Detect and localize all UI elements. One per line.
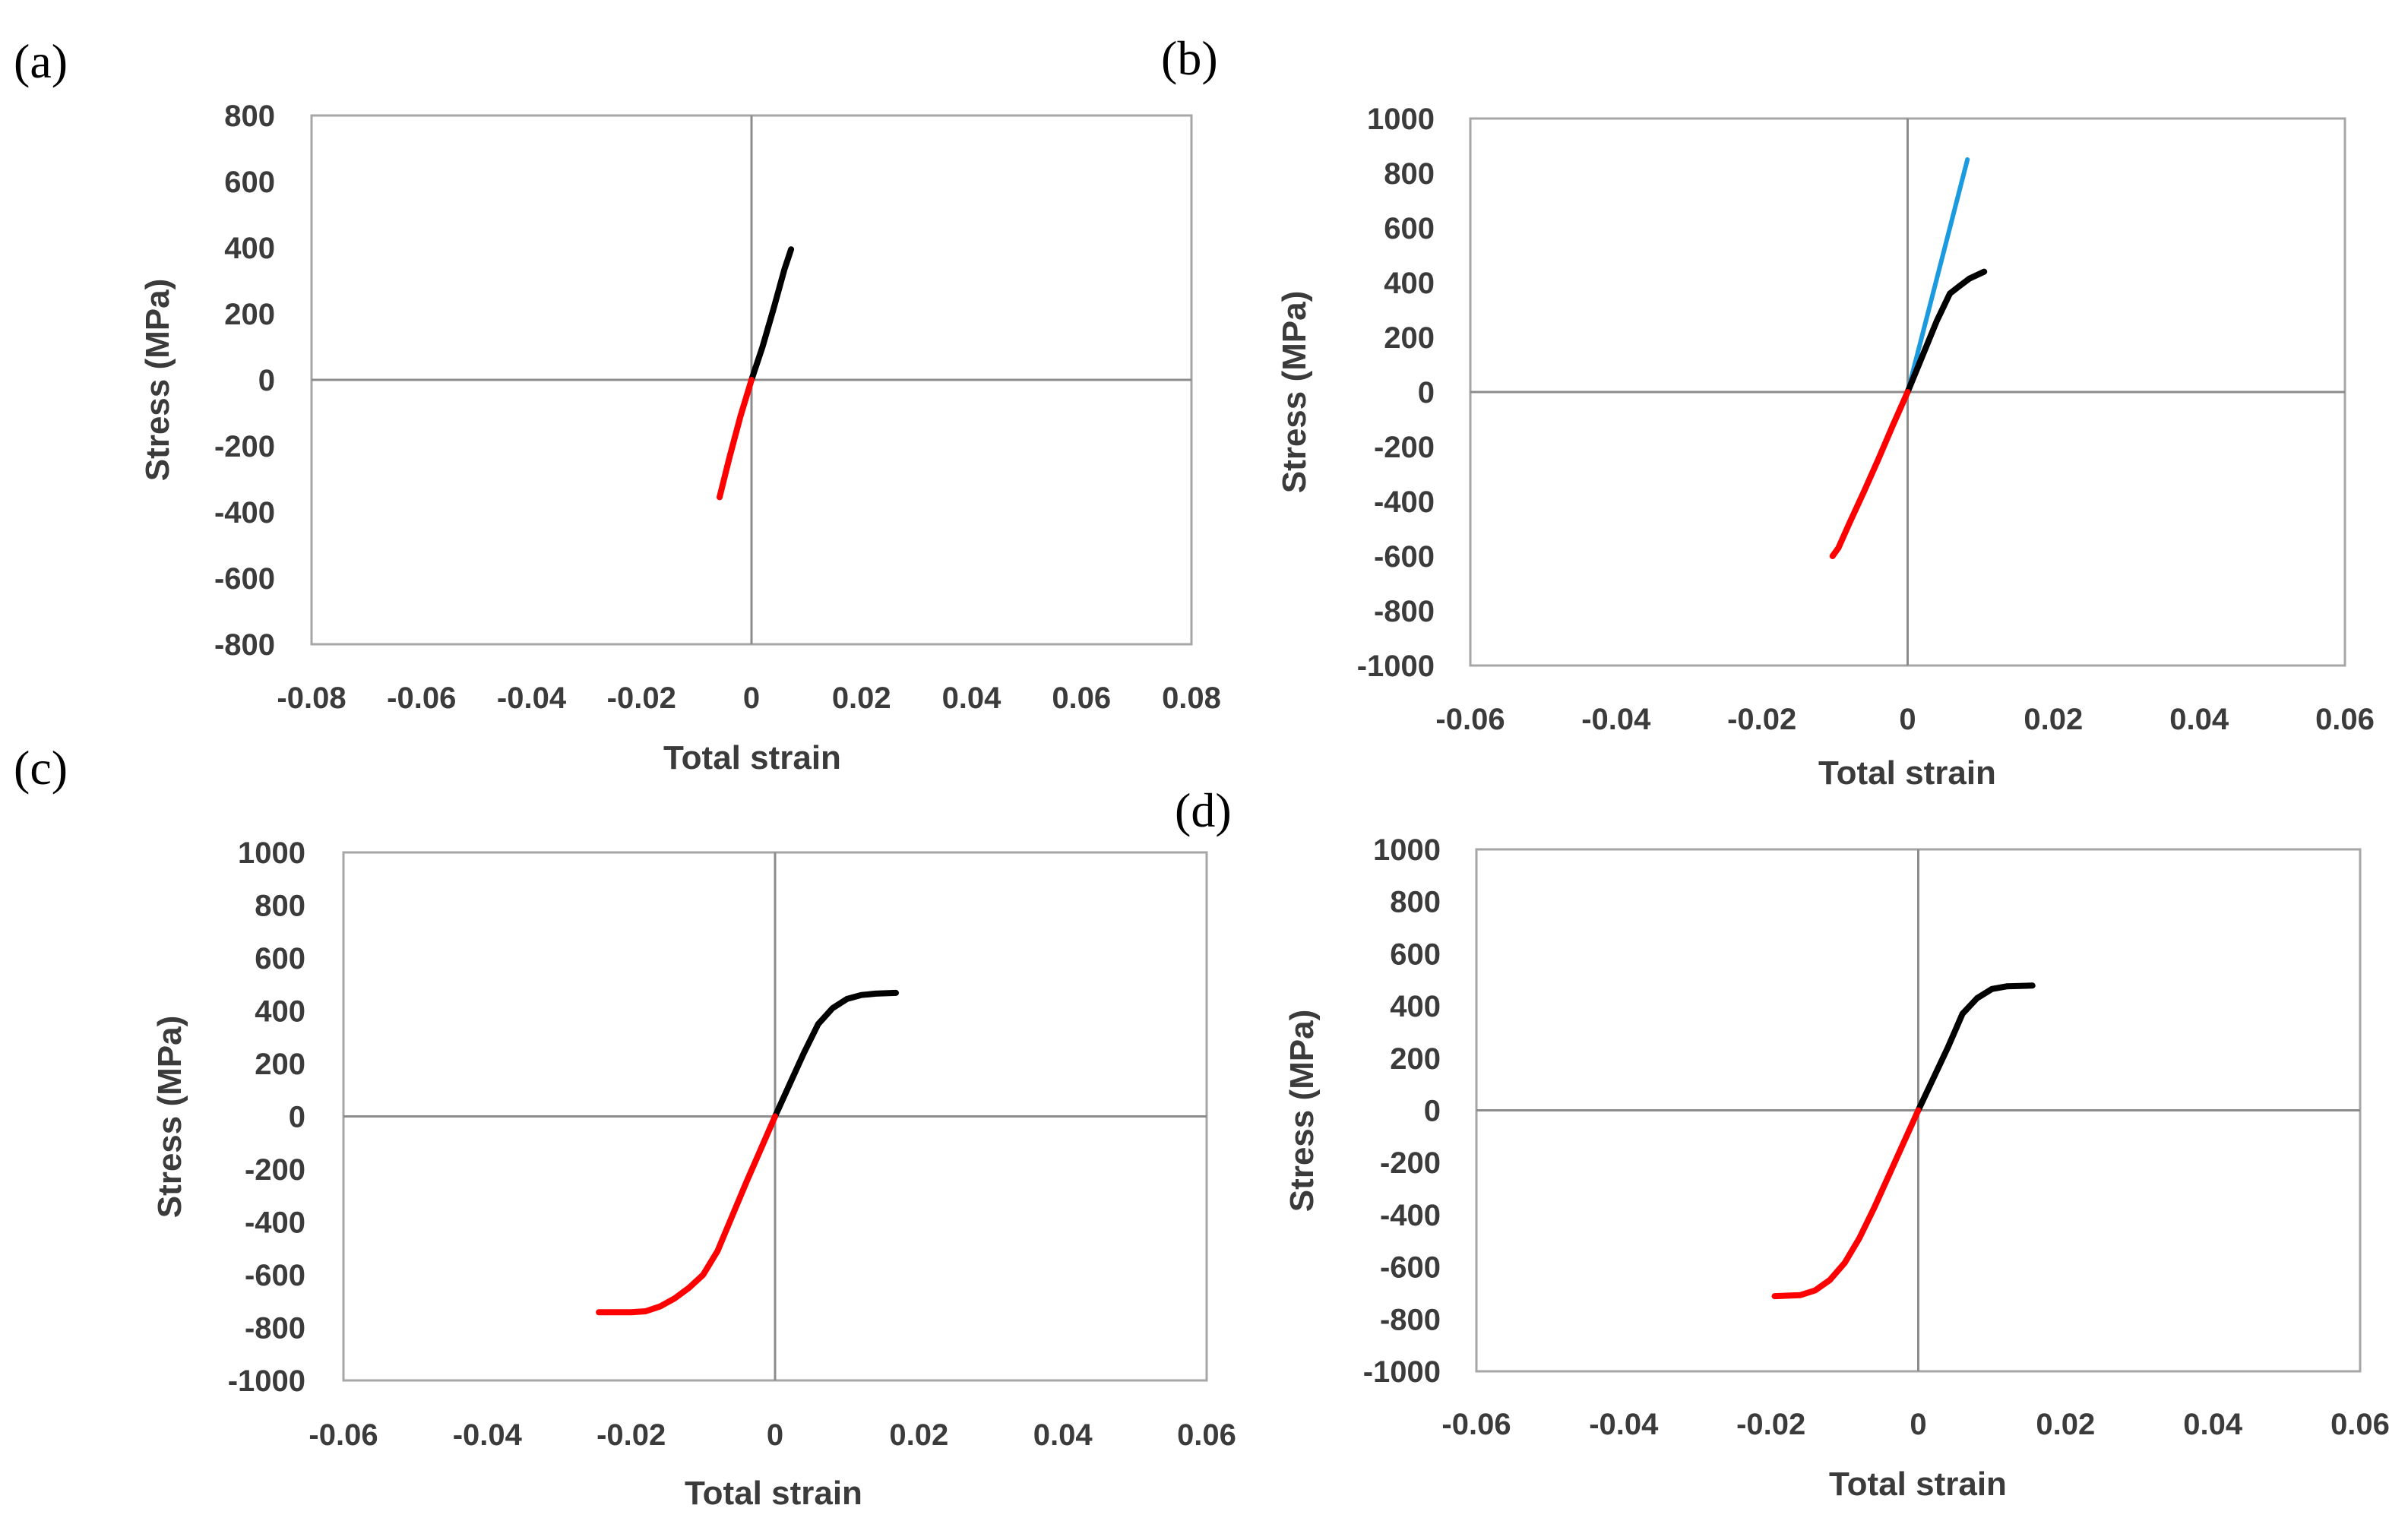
x-tick-label: -0.08 [277, 681, 346, 715]
y-axis-title: Stress (MPa) [1283, 1010, 1321, 1213]
panel-label: (d) [1175, 783, 1232, 837]
y-tick-label: 0 [1418, 376, 1435, 409]
y-tick-label: 200 [224, 298, 275, 331]
x-tick-label: 0.06 [1052, 681, 1111, 715]
x-tick-label: 0.08 [1162, 681, 1221, 715]
series-elastic-line [1905, 157, 1970, 394]
x-tick-label: 0 [743, 681, 760, 715]
series-tension-line [1904, 268, 1988, 395]
y-tick-label: 200 [1384, 321, 1435, 355]
series-tension-line [1915, 982, 2036, 1114]
x-tick-label: 0.04 [942, 681, 1002, 715]
y-tick-label: 800 [255, 890, 305, 923]
y-tick-label: 600 [224, 166, 275, 199]
y-tick-label: 1000 [1367, 103, 1435, 136]
x-tick-label: 0.04 [2169, 703, 2229, 736]
x-axis-title: Total strain [685, 1475, 862, 1512]
x-axis-title: Total strain [1818, 754, 1996, 792]
y-tick-label: 800 [1390, 886, 1441, 919]
y-tick-label: -800 [214, 628, 275, 662]
x-tick-label: -0.04 [1581, 703, 1651, 736]
x-tick-label: 0 [1899, 703, 1916, 736]
x-tick-label: 0.06 [1177, 1418, 1236, 1452]
panel-label: (c) [14, 741, 68, 795]
x-tick-label: -0.06 [309, 1418, 378, 1452]
y-axis-title: Stress (MPa) [139, 279, 176, 482]
x-axis-title: Total strain [663, 739, 841, 776]
y-tick-label: -600 [1374, 540, 1435, 574]
y-tick-label: -200 [245, 1153, 305, 1187]
series-compression-line [1829, 389, 1911, 559]
y-tick-label: 400 [224, 232, 275, 265]
x-tick-label: -0.06 [387, 681, 456, 715]
x-tick-label: 0.02 [832, 681, 891, 715]
y-tick-label: -400 [214, 496, 275, 530]
y-tick-label: -200 [1374, 431, 1435, 464]
y-tick-label: 1000 [1373, 833, 1441, 867]
y-tick-label: 0 [1424, 1095, 1441, 1128]
y-tick-label: 400 [1390, 990, 1441, 1023]
y-tick-label: 400 [1384, 267, 1435, 300]
y-tick-label: -600 [1380, 1251, 1441, 1285]
y-tick-label: 400 [255, 995, 305, 1029]
chart-panel-1: (a) 800 600 400 200 0 -200 -400 -600 -800-0.08 -0.… [14, 34, 1221, 776]
x-tick-label: 0 [767, 1418, 783, 1452]
x-tick-label: 0.04 [2183, 1408, 2243, 1441]
x-tick-label: 0.02 [2024, 703, 2083, 736]
y-tick-label: 600 [1384, 212, 1435, 245]
y-tick-label: -800 [1380, 1303, 1441, 1336]
chart-panel-4: (d) 1000 800 600 400 200 0 -200 -400 -600 -800 -100… [1175, 783, 2390, 1503]
x-tick-label: -0.06 [1435, 703, 1505, 736]
chart-panel-2: (b) 1000 800 600 400 200 0 -200 -400 -600 -800 -100… [1161, 31, 2375, 792]
y-tick-label: -200 [1380, 1146, 1441, 1180]
y-tick-label: 600 [255, 942, 305, 975]
y-tick-label: -200 [214, 430, 275, 463]
y-tick-label: 800 [1384, 157, 1435, 191]
x-tick-label: -0.06 [1441, 1408, 1511, 1441]
y-tick-label: -1000 [1357, 650, 1435, 683]
x-tick-label: 0 [1910, 1408, 1926, 1441]
x-tick-label: 0.02 [889, 1418, 948, 1452]
y-tick-label: -400 [245, 1206, 305, 1240]
series-compression-line [1771, 1107, 1922, 1300]
series-tension-line [748, 246, 795, 383]
y-tick-label: -600 [214, 562, 275, 596]
y-tick-label: -800 [245, 1312, 305, 1345]
x-tick-label: -0.02 [596, 1418, 666, 1452]
y-tick-label: -1000 [228, 1364, 305, 1398]
y-tick-label: -800 [1374, 595, 1435, 628]
y-tick-label: 600 [1390, 937, 1441, 971]
x-tick-label: -0.04 [497, 681, 567, 715]
y-tick-label: -400 [1374, 485, 1435, 519]
panel-label: (b) [1161, 31, 1218, 85]
y-tick-label: 200 [255, 1048, 305, 1081]
y-tick-label: -600 [245, 1259, 305, 1292]
series-tension-line [772, 989, 899, 1120]
series-compression-line [596, 1113, 778, 1316]
y-tick-label: 800 [224, 100, 275, 133]
x-tick-label: 0.02 [2036, 1408, 2095, 1441]
y-tick-label: -400 [1380, 1199, 1441, 1232]
x-tick-label: -0.02 [607, 681, 676, 715]
y-tick-label: 0 [258, 364, 275, 397]
y-axis-title: Stress (MPa) [151, 1016, 188, 1219]
y-axis-title: Stress (MPa) [1276, 291, 1313, 494]
y-tick-label: 1000 [238, 836, 305, 870]
y-tick-label: 0 [289, 1101, 305, 1134]
x-tick-label: -0.04 [453, 1418, 523, 1452]
series-compression-line [717, 377, 755, 501]
x-tick-label: 0.06 [2315, 703, 2375, 736]
x-tick-label: -0.02 [1736, 1408, 1805, 1441]
panel-label: (a) [14, 34, 68, 88]
x-tick-label: -0.04 [1589, 1408, 1659, 1441]
x-tick-label: 0.04 [1033, 1418, 1093, 1452]
chart-panel-3: (c) 1000 800 600 400 200 0 -200 -400 -600 -800 -100… [14, 741, 1236, 1512]
y-tick-label: -1000 [1363, 1355, 1441, 1389]
x-tick-label: -0.02 [1727, 703, 1796, 736]
x-axis-title: Total strain [1829, 1466, 2007, 1503]
x-tick-label: 0.06 [2330, 1408, 2390, 1441]
y-tick-label: 200 [1390, 1042, 1441, 1076]
